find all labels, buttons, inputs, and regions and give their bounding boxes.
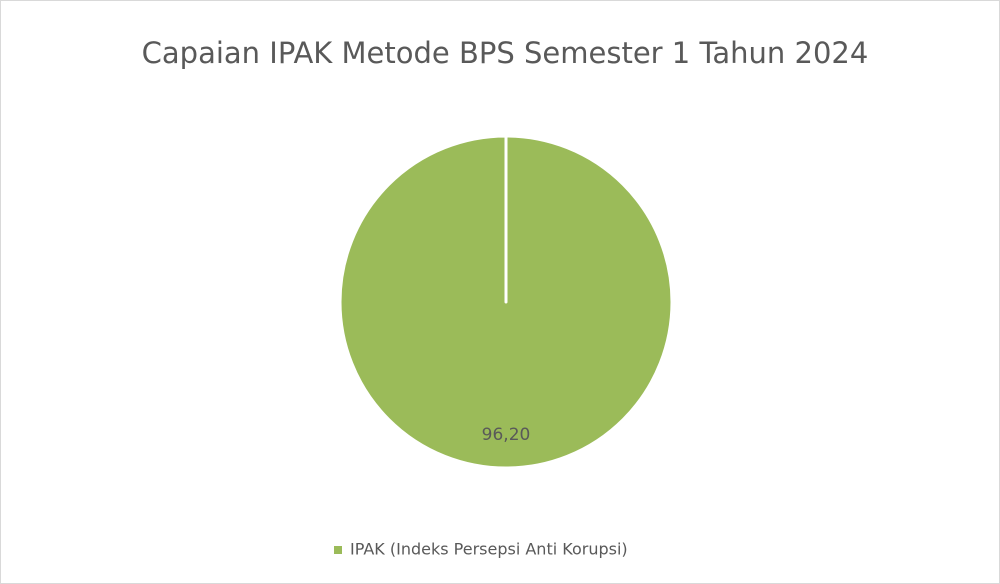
legend-label: IPAK (Indeks Persepsi Anti Korupsi) [350, 540, 628, 559]
chart-title: Capaian IPAK Metode BPS Semester 1 Tahun… [142, 36, 869, 70]
data-label: 96,20 [482, 425, 531, 445]
legend-swatch [334, 546, 342, 554]
pie-slice [338, 134, 674, 470]
